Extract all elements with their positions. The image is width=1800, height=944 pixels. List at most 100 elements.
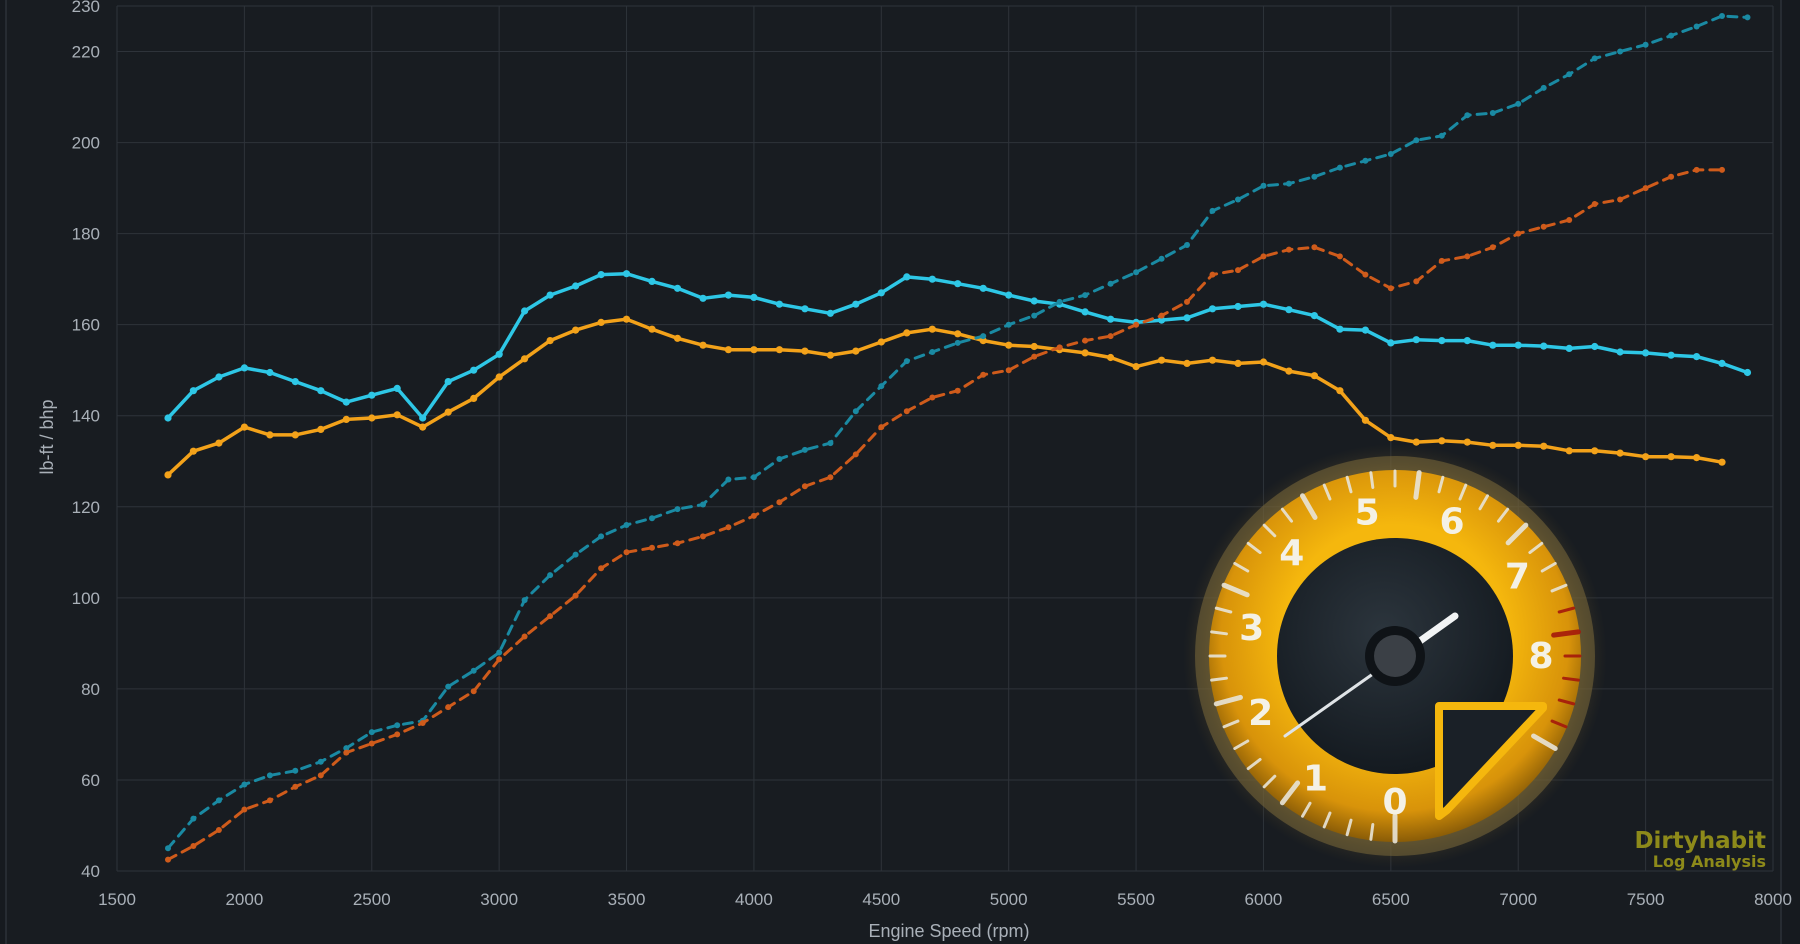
- data-point: [1082, 292, 1089, 299]
- data-point: [240, 364, 248, 372]
- data-point: [1616, 449, 1624, 457]
- data-point: [1209, 271, 1216, 278]
- data-point: [342, 398, 350, 406]
- x-tick-label: 3000: [480, 890, 518, 909]
- gauge-tick: [1458, 483, 1468, 501]
- data-point: [1693, 166, 1700, 173]
- gauge-tick: [1322, 483, 1332, 501]
- data-point: [1005, 321, 1012, 328]
- gauge-tick: [1322, 811, 1332, 829]
- gauge-tick: [1557, 606, 1576, 614]
- gauge-number: 6: [1440, 502, 1465, 543]
- data-point: [775, 300, 784, 308]
- data-point: [750, 512, 757, 519]
- data-point: [1489, 110, 1496, 116]
- gauge-tick: [1233, 562, 1250, 573]
- data-point: [1412, 438, 1420, 446]
- data-point: [852, 347, 860, 355]
- data-point: [776, 456, 783, 462]
- gauge-number: 1: [1303, 758, 1328, 799]
- data-point: [368, 729, 375, 736]
- data-point: [190, 815, 197, 822]
- gauge-number: 2: [1248, 693, 1273, 734]
- watermark: Dirtyhabit Log Analysis: [1634, 830, 1766, 870]
- data-point: [826, 351, 835, 359]
- data-point: [980, 333, 987, 340]
- gauge-tick: [1246, 541, 1262, 555]
- data-point: [1158, 255, 1165, 262]
- data-point: [954, 330, 962, 338]
- data-point: [1030, 297, 1038, 305]
- data-point: [598, 565, 605, 572]
- data-point: [954, 339, 961, 346]
- gauge-tick: [1413, 470, 1422, 500]
- data-point: [1081, 308, 1089, 316]
- y-tick-label: 60: [81, 771, 100, 790]
- data-point: [954, 387, 961, 394]
- data-point: [929, 349, 936, 355]
- data-point: [597, 271, 605, 279]
- data-point: [1158, 356, 1166, 364]
- data-point: [444, 408, 452, 416]
- x-tick-label: 6000: [1245, 890, 1283, 909]
- data-point: [903, 408, 910, 415]
- data-point: [394, 731, 401, 738]
- data-point: [1158, 316, 1166, 324]
- data-point: [725, 524, 732, 531]
- data-point: [1336, 387, 1344, 395]
- data-point: [903, 329, 911, 337]
- gauge-tick: [1280, 507, 1294, 523]
- data-point: [368, 740, 375, 747]
- data-point: [572, 326, 580, 334]
- data-point: [393, 384, 401, 392]
- data-point: [1438, 437, 1446, 445]
- data-point: [1107, 280, 1114, 287]
- data-point: [1133, 269, 1140, 276]
- data-point: [190, 843, 197, 849]
- data-point: [1540, 442, 1548, 450]
- data-point: [164, 471, 172, 479]
- data-point: [750, 474, 757, 481]
- data-point: [980, 371, 987, 378]
- data-point: [1693, 353, 1701, 361]
- data-point: [496, 649, 503, 656]
- data-point: [266, 431, 274, 439]
- data-point: [1438, 257, 1445, 264]
- data-point: [1260, 253, 1267, 260]
- data-point: [1744, 14, 1751, 21]
- data-point: [291, 431, 299, 439]
- y-tick-label: 140: [72, 407, 100, 426]
- data-point: [241, 806, 248, 813]
- data-point: [622, 315, 631, 323]
- data-point: [1489, 341, 1497, 349]
- tick-labels: 1500 2000 2500 3000 3500 4000 4500 5000 5500 6000…: [72, 0, 1792, 909]
- data-point: [496, 656, 503, 663]
- gauge-number: 5: [1355, 493, 1380, 534]
- data-point: [852, 451, 859, 458]
- data-point: [444, 378, 452, 386]
- watermark-title: Dirtyhabit: [1634, 828, 1766, 854]
- gauge-needle-tip: [1416, 612, 1459, 645]
- y-tick-label: 80: [81, 680, 100, 699]
- data-point: [1642, 185, 1649, 192]
- gauge-tick: [1505, 522, 1529, 546]
- data-point: [1591, 55, 1598, 62]
- gauge-tick: [1221, 582, 1250, 598]
- data-point: [470, 394, 478, 402]
- data-point: [699, 341, 707, 349]
- data-point: [1310, 312, 1318, 320]
- x-tick-label: 7000: [1499, 890, 1537, 909]
- series-line: [166, 168, 1724, 862]
- data-point: [649, 544, 655, 551]
- data-point: [1362, 271, 1369, 278]
- data-point: [1336, 253, 1343, 260]
- gauge-tick: [1210, 630, 1228, 636]
- data-point: [189, 447, 197, 455]
- gauge-graphic: 0 12 34 5 67 8: [1183, 444, 1607, 868]
- x-tick-label: 4500: [862, 890, 900, 909]
- data-point: [1464, 253, 1471, 260]
- data-point: [928, 325, 936, 333]
- series-layer: [164, 13, 1752, 863]
- data-point: [1515, 230, 1522, 237]
